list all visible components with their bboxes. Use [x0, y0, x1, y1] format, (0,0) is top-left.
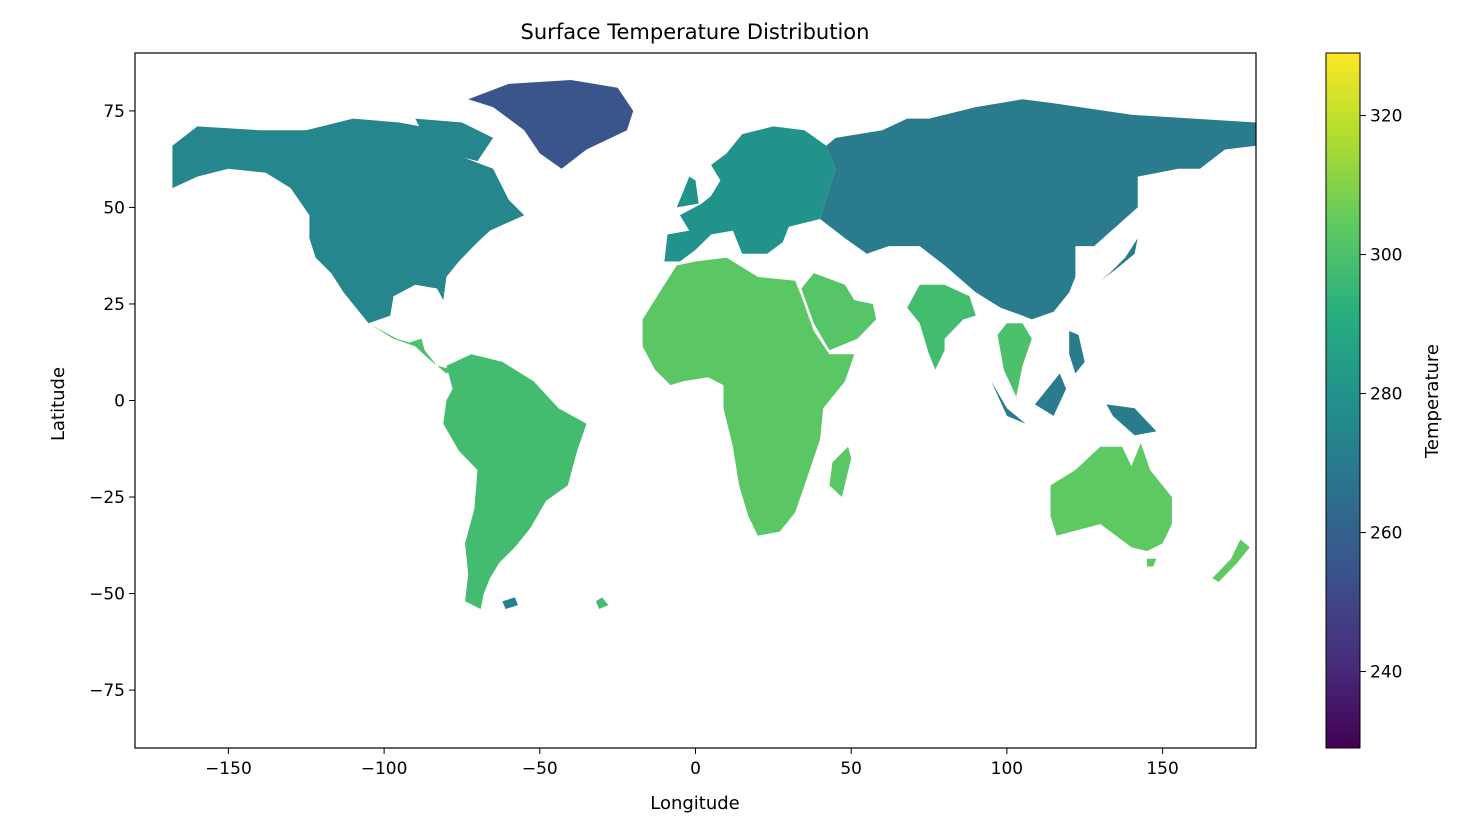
- chart-title: Surface Temperature Distribution: [521, 20, 870, 44]
- land-south-america: [443, 354, 587, 609]
- land-south-america: [595, 597, 609, 609]
- y-tick-label: −75: [89, 681, 125, 701]
- colorbar-tick-label: 320: [1370, 107, 1402, 127]
- y-tick-label: −25: [89, 488, 125, 508]
- land-australia: [1212, 539, 1250, 582]
- land-africa: [829, 446, 852, 497]
- land-arabia: [801, 273, 877, 351]
- y-axis: 75 50 25 0 −25 −50 −75: [89, 102, 135, 701]
- x-tick-label: −100: [361, 759, 408, 779]
- land-greenland: [468, 80, 634, 169]
- colorbar-ticks: 240 260 280 300 320: [1360, 107, 1402, 683]
- land-asia: [1106, 404, 1157, 436]
- land-australia: [1147, 558, 1157, 567]
- land-central-america: [368, 323, 453, 374]
- land-asia: [1069, 331, 1085, 374]
- x-tick-label: 0: [690, 759, 701, 779]
- x-tick-label: −150: [205, 759, 252, 779]
- land-north-america: [172, 118, 525, 324]
- colorbar-tick-label: 280: [1370, 385, 1402, 405]
- x-axis: −150 −100 −50 0 50 100 150: [205, 748, 1179, 779]
- land-north-america: [415, 118, 494, 162]
- colorbar-tick-label: 260: [1370, 524, 1402, 544]
- x-axis-label: Longitude: [650, 793, 740, 814]
- x-tick-label: 100: [991, 759, 1023, 779]
- x-tick-label: 50: [840, 759, 862, 779]
- land-europe: [676, 176, 699, 208]
- land-europe: [664, 126, 836, 262]
- land-asia: [1034, 373, 1067, 416]
- land-australia: [1050, 443, 1172, 552]
- land-africa: [642, 257, 855, 536]
- land-asia: [991, 381, 1026, 424]
- y-tick-label: 50: [103, 198, 125, 218]
- y-axis-label: Latitude: [48, 367, 69, 441]
- y-tick-label: 25: [103, 295, 125, 315]
- colorbar-tick-label: 240: [1370, 663, 1402, 683]
- land-antarctic-islands: [502, 597, 518, 609]
- colorbar: [1325, 52, 1361, 749]
- y-tick-label: 0: [114, 392, 125, 412]
- land-southeast-asia: [997, 323, 1032, 397]
- colorbar-tick-label: 300: [1370, 246, 1402, 266]
- x-tick-label: 150: [1146, 759, 1178, 779]
- x-tick-label: −50: [522, 759, 558, 779]
- y-tick-label: 75: [103, 102, 125, 122]
- land-layer: [172, 80, 1256, 609]
- y-tick-label: −50: [89, 585, 125, 605]
- colorbar-label: Temperature: [1422, 344, 1443, 459]
- land-asia: [820, 99, 1256, 320]
- land-india: [907, 284, 976, 370]
